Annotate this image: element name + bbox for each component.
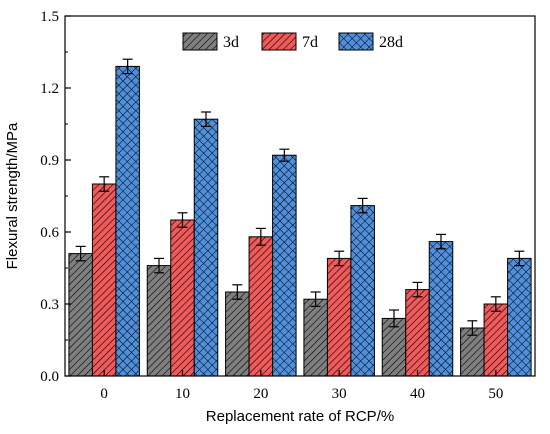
error-bar-28d-20 <box>279 148 290 162</box>
legend-label: 7d <box>302 34 318 51</box>
bar-28d-10 <box>193 118 219 377</box>
bar-28d-0 <box>115 65 140 377</box>
error-bar-7d-20 <box>255 227 266 246</box>
y-tick-label: 0.0 <box>40 369 59 385</box>
x-tick-label: 30 <box>332 386 347 402</box>
error-bar-3d-30 <box>310 291 321 307</box>
error-bar-28d-40 <box>436 233 446 250</box>
error-bar-28d-0 <box>122 58 133 75</box>
bar-3d-10 <box>146 265 172 377</box>
legend-item-3d: 3d <box>182 32 239 51</box>
bar-28d-20 <box>272 154 297 377</box>
bar-28d-50 <box>507 257 532 377</box>
error-bar-3d-10 <box>154 257 164 274</box>
error-bar-3d-50 <box>467 320 478 336</box>
error-bar-28d-30 <box>357 197 368 214</box>
error-bar-7d-0 <box>99 176 110 192</box>
y-tick-label: 0.9 <box>40 153 59 169</box>
x-tick-label: 0 <box>100 386 108 402</box>
y-tick-label: 1.5 <box>40 9 59 25</box>
x-tick-label: 40 <box>410 386 425 402</box>
x-axis-title: Replacement rate of RCP/% <box>206 408 394 425</box>
error-bar-7d-10 <box>177 212 188 228</box>
legend-swatch <box>261 32 297 51</box>
error-bar-7d-50 <box>490 296 501 312</box>
error-bar-28d-10 <box>201 111 211 128</box>
bar-3d-30 <box>303 298 328 377</box>
bar-7d-40 <box>405 289 430 377</box>
legend-label: 28d <box>379 34 403 51</box>
bar-3d-20 <box>225 291 250 377</box>
legend-swatch <box>182 32 218 51</box>
bar-3d-0 <box>68 253 93 377</box>
error-bar-3d-40 <box>389 309 399 328</box>
bar-7d-10 <box>170 219 195 377</box>
y-tick-label: 0.6 <box>40 225 59 241</box>
error-bar-7d-30 <box>334 250 345 267</box>
legend: 3d 7d 28d <box>182 32 403 51</box>
bar-28d-30 <box>350 205 375 377</box>
legend-item-7d: 7d <box>261 32 318 51</box>
x-axis: 0 10 20 30 40 50 <box>100 370 503 402</box>
legend-swatch <box>338 32 374 51</box>
y-axis-title: Flexural strength/MPa <box>4 122 21 269</box>
x-tick-label: 10 <box>175 386 190 402</box>
bar-7d-50 <box>483 303 509 377</box>
bar-7d-0 <box>91 183 117 377</box>
error-bar-3d-20 <box>232 284 243 300</box>
legend-item-28d: 28d <box>338 32 403 51</box>
error-bar-3d-0 <box>75 245 86 262</box>
x-tick-label: 50 <box>488 386 503 402</box>
bar-7d-30 <box>326 257 352 377</box>
y-tick-label: 1.2 <box>40 81 59 97</box>
error-bars-layer <box>75 58 525 336</box>
bar-7d-20 <box>248 236 274 377</box>
bars-layer <box>68 65 532 377</box>
y-axis: 0.0 0.3 0.6 0.9 1.2 1.5 <box>40 9 71 385</box>
bar-28d-40 <box>428 241 454 377</box>
error-bar-7d-40 <box>412 281 423 298</box>
y-tick-label: 0.3 <box>40 297 59 313</box>
error-bar-28d-50 <box>514 250 525 267</box>
x-tick-label: 20 <box>253 386 268 402</box>
legend-label: 3d <box>223 34 239 51</box>
